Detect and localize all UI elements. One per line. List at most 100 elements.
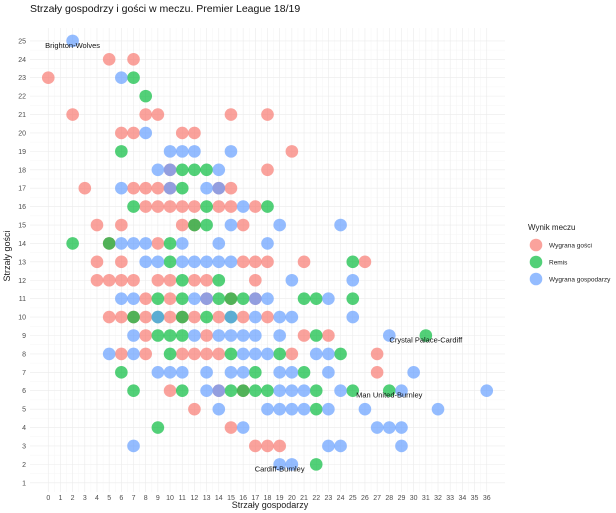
y-tick-label: 1: [22, 480, 26, 487]
data-point: [151, 255, 165, 269]
x-tick-label: 1: [58, 495, 62, 502]
data-point: [175, 347, 189, 361]
data-point: [163, 200, 177, 213]
data-point: [151, 163, 165, 177]
y-tick-label: 16: [18, 204, 26, 211]
data-point: [90, 218, 104, 232]
data-point: [66, 237, 79, 250]
x-tick-label: 28: [385, 495, 393, 502]
data-point: [297, 329, 311, 342]
data-point: [115, 273, 128, 287]
data-point: [273, 402, 286, 416]
data-point: [200, 347, 213, 361]
data-point: [273, 329, 286, 342]
annotation-label: Crystal Palace-Cardiff: [389, 335, 463, 344]
data-point: [309, 384, 323, 398]
data-point: [322, 329, 335, 342]
data-point: [188, 126, 201, 140]
data-point: [139, 108, 153, 121]
data-point: [127, 329, 140, 342]
data-point: [297, 292, 311, 305]
data-point: [395, 421, 408, 434]
y-tick-label: 11: [19, 296, 26, 303]
data-point: [115, 126, 128, 140]
data-point: [127, 237, 140, 250]
x-tick-label: 4: [95, 495, 99, 502]
data-point: [127, 53, 140, 66]
data-point: [139, 237, 153, 250]
data-point: [309, 458, 323, 471]
data-point: [127, 273, 140, 287]
data-point: [163, 329, 177, 342]
x-tick-label: 26: [361, 495, 369, 502]
data-point: [175, 366, 189, 379]
data-point: [273, 218, 286, 232]
data-point: [236, 421, 250, 434]
data-point: [151, 310, 165, 324]
data-point: [212, 292, 226, 305]
data-point: [115, 347, 128, 361]
data-point: [273, 366, 286, 379]
data-point: [200, 329, 213, 342]
x-tick-label: 30: [410, 495, 418, 502]
data-point: [139, 181, 153, 195]
data-point: [224, 347, 238, 361]
data-point: [115, 71, 128, 85]
data-point: [115, 181, 128, 195]
data-point: [249, 329, 262, 342]
x-axis-title: Strzały gospodarzy: [232, 500, 309, 510]
data-point: [346, 292, 360, 305]
x-tick-label: 6: [119, 495, 123, 502]
data-point: [127, 439, 140, 453]
data-point: [151, 292, 165, 305]
x-tick-label: 36: [483, 495, 491, 502]
data-point: [249, 347, 262, 361]
data-point: [66, 34, 79, 48]
x-tick-label: 18: [264, 495, 272, 502]
data-point: [188, 347, 201, 361]
data-point: [175, 218, 189, 232]
x-tick-label: 20: [288, 495, 296, 502]
y-tick-label: 9: [22, 333, 26, 340]
x-tick-label: 2: [71, 495, 75, 502]
data-point: [163, 366, 177, 379]
data-point: [346, 310, 360, 324]
data-point: [200, 366, 213, 379]
data-point: [188, 292, 201, 305]
x-tick-label: 16: [239, 495, 247, 502]
y-tick-label: 13: [18, 259, 26, 266]
data-point: [249, 310, 262, 324]
data-point: [249, 384, 262, 398]
data-point: [285, 402, 299, 416]
y-tick-label: 21: [18, 112, 26, 119]
data-point: [41, 71, 55, 85]
data-point: [163, 347, 177, 361]
data-point: [188, 310, 201, 324]
x-tick-label: 31: [422, 495, 430, 502]
data-point: [334, 439, 347, 453]
data-point: [224, 255, 238, 269]
y-tick-label: 6: [22, 388, 26, 395]
x-tick-label: 23: [324, 495, 332, 502]
data-point: [102, 273, 116, 287]
data-point: [200, 384, 213, 398]
data-point: [346, 255, 360, 269]
data-point: [224, 366, 238, 379]
x-tick-label: 17: [251, 495, 259, 502]
x-tick-label: 11: [179, 495, 186, 502]
data-point: [175, 163, 189, 177]
x-tick-label: 24: [337, 495, 345, 502]
data-point: [261, 402, 274, 416]
data-point: [115, 310, 128, 324]
data-point: [175, 126, 189, 140]
y-tick-label: 4: [22, 425, 26, 432]
data-point: [236, 255, 250, 269]
data-point: [115, 145, 128, 158]
data-point: [127, 292, 140, 305]
data-point: [261, 200, 274, 213]
x-tick-label: 3: [83, 495, 87, 502]
data-point: [139, 329, 153, 342]
x-tick-label: 7: [132, 495, 136, 502]
data-point: [322, 402, 335, 416]
data-point: [249, 200, 262, 213]
